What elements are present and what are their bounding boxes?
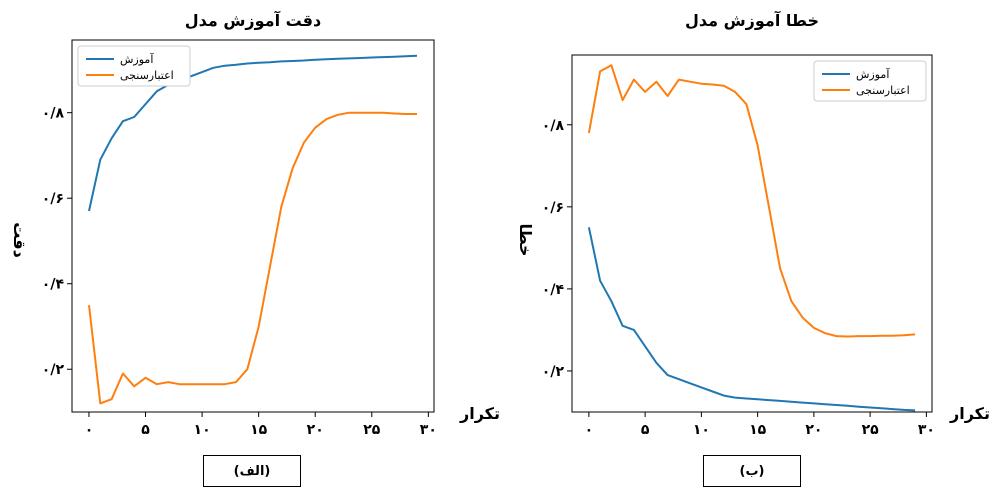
x-tick-label: ۳۰ — [420, 422, 437, 438]
series-line-0 — [587, 227, 916, 412]
legend-label: آموزش — [856, 67, 890, 81]
legend-label: اعتبارسنجی — [120, 69, 174, 82]
legend: آموزش اعتبارسنجی — [77, 45, 191, 87]
x-tick-label: ۱۰ — [693, 422, 710, 438]
x-tick-label: ۰ — [85, 422, 94, 438]
x-axis-label: تکرار — [459, 404, 500, 423]
y-tick-label: ۰/۴ — [542, 282, 565, 298]
series-line-1 — [587, 64, 916, 338]
x-tick-label: ۱۵ — [250, 422, 268, 438]
plot-frame — [571, 54, 933, 413]
y-tick-label: ۰/۲ — [42, 362, 65, 378]
x-tick-label: ۲۰ — [307, 422, 324, 438]
y-tick-label: ۰/۸ — [542, 118, 565, 134]
x-tick-label: ۲۰ — [805, 422, 822, 438]
caption-right-text: (ب) — [739, 463, 765, 479]
series-line-1 — [88, 111, 417, 405]
x-tick-label: ۵ — [641, 422, 650, 438]
chart-panel-0: دقت آموزش مدل ۰ ۵ ۱۰ ۱۵ ۲۰ ۲۵ ۳۰ ۰/۲ ۰/۴ ۰/۶ ۰/۸ تکر… — [10, 10, 500, 438]
legend-label: اعتبارسنجی — [856, 84, 910, 97]
y-tick-label: ۰/۸ — [42, 106, 65, 122]
x-tick-label: ۵ — [141, 422, 150, 438]
y-tick-label: ۰/۲ — [542, 364, 565, 380]
y-tick-label: ۰/۴ — [42, 277, 65, 293]
chart-title: دقت آموزش مدل — [185, 10, 322, 30]
caption-left-text: (الف) — [233, 463, 271, 479]
y-tick-label: ۰/۶ — [542, 200, 564, 216]
x-tick-label: ۲۵ — [862, 422, 880, 438]
plot-frame — [71, 39, 435, 413]
chart-title: خطا آموزش مدل — [685, 10, 819, 30]
y-axis-label: دقت — [10, 222, 29, 258]
x-tick-label: ۲۵ — [363, 422, 381, 438]
chart-panel-1: خطا آموزش مدل ۰ ۵ ۱۰ ۱۵ ۲۰ ۲۵ ۳۰ ۰/۲ ۰/۴ ۰/۶ ۰/۸ تکر… — [516, 10, 990, 438]
y-axis-label: خطا — [516, 223, 535, 256]
series-line-0 — [88, 54, 418, 212]
x-tick-label: ۱۵ — [749, 422, 767, 438]
legend-label: آموزش — [120, 52, 154, 66]
legend: آموزش اعتبارسنجی — [813, 60, 927, 102]
caption-right: (ب) — [703, 455, 801, 487]
caption-left: (الف) — [203, 455, 301, 487]
x-tick-label: ۱۰ — [194, 422, 211, 438]
x-axis-label: تکرار — [949, 404, 990, 423]
x-tick-label: ۰ — [585, 422, 594, 438]
y-tick-label: ۰/۶ — [42, 191, 64, 207]
x-tick-label: ۳۰ — [918, 422, 935, 438]
